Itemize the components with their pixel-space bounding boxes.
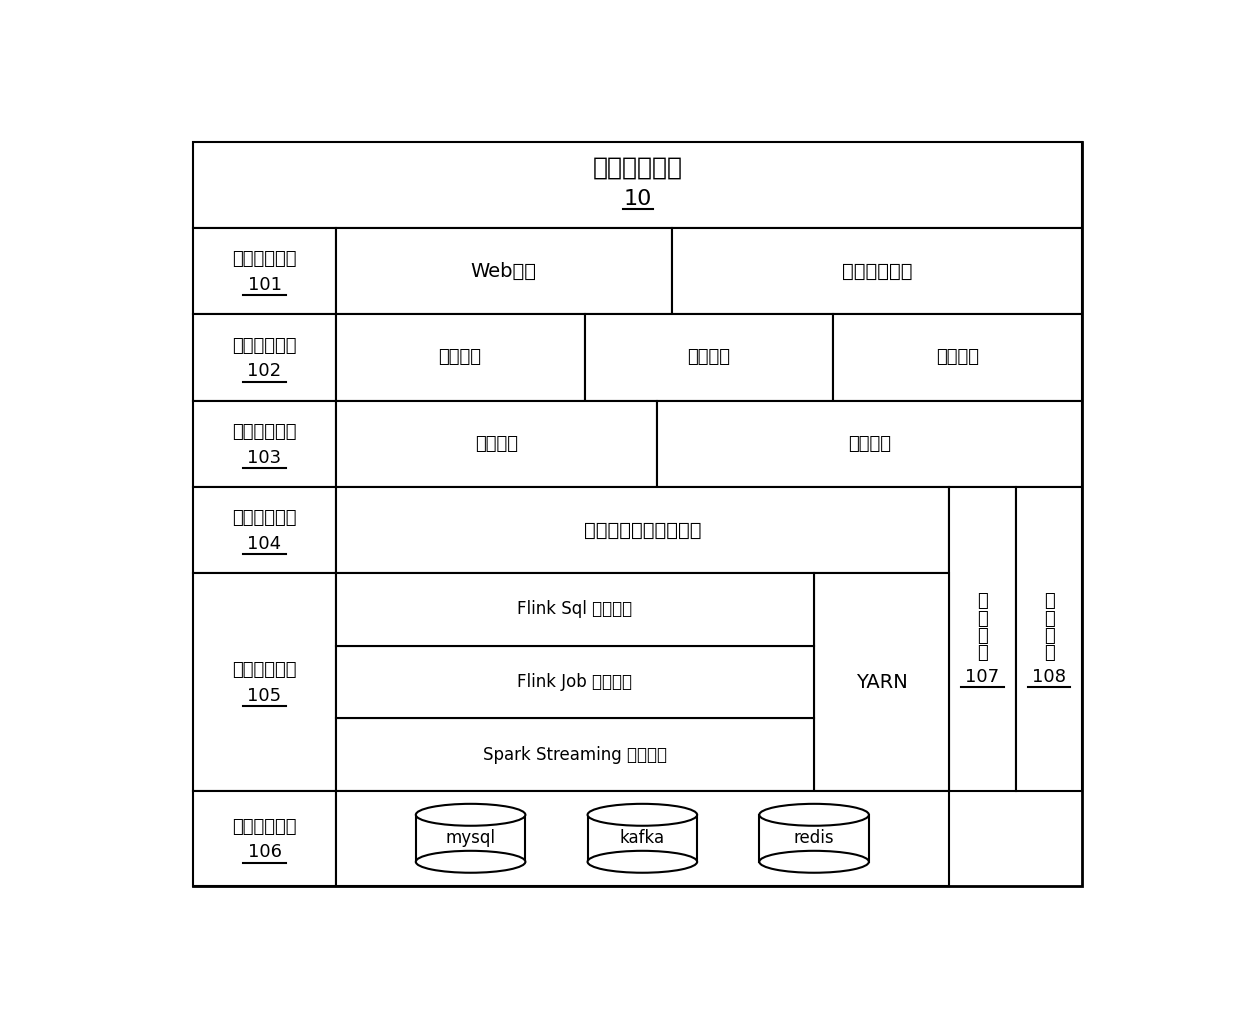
- FancyBboxPatch shape: [415, 815, 526, 861]
- Text: 107: 107: [965, 668, 999, 686]
- Text: 预: 预: [1044, 592, 1054, 610]
- Text: kafka: kafka: [620, 829, 665, 847]
- FancyBboxPatch shape: [336, 574, 815, 646]
- Text: 应用打包、上传及发布: 应用打包、上传及发布: [584, 521, 701, 540]
- Text: 用户管理: 用户管理: [848, 434, 892, 453]
- FancyBboxPatch shape: [833, 314, 1083, 401]
- Text: 块: 块: [1044, 644, 1054, 662]
- Text: 104: 104: [248, 535, 281, 553]
- FancyBboxPatch shape: [336, 401, 657, 487]
- Text: 控: 控: [977, 609, 988, 627]
- Text: redis: redis: [794, 829, 835, 847]
- FancyBboxPatch shape: [336, 718, 815, 791]
- Text: 项目管理: 项目管理: [687, 349, 730, 366]
- Text: 应用发布模块: 应用发布模块: [232, 510, 296, 527]
- FancyBboxPatch shape: [193, 314, 336, 401]
- Text: mysql: mysql: [445, 829, 496, 847]
- Ellipse shape: [759, 851, 869, 873]
- FancyBboxPatch shape: [193, 141, 1083, 886]
- Text: 102: 102: [248, 362, 281, 380]
- Text: YARN: YARN: [856, 672, 908, 692]
- Ellipse shape: [588, 803, 697, 826]
- FancyBboxPatch shape: [759, 815, 869, 861]
- Text: 105: 105: [248, 687, 281, 705]
- FancyBboxPatch shape: [672, 228, 1083, 314]
- Text: Spark Streaming 实时计算: Spark Streaming 实时计算: [482, 745, 667, 764]
- Text: 警: 警: [1044, 609, 1054, 627]
- Text: 任务处理系统: 任务处理系统: [593, 156, 683, 180]
- Text: 103: 103: [248, 448, 281, 467]
- Ellipse shape: [588, 851, 697, 873]
- Text: 数据接入模块: 数据接入模块: [232, 818, 296, 836]
- FancyBboxPatch shape: [815, 574, 949, 791]
- Text: 模: 模: [1044, 626, 1054, 645]
- Text: 106: 106: [248, 843, 281, 861]
- Text: 权限管理: 权限管理: [475, 434, 518, 453]
- Ellipse shape: [415, 803, 526, 826]
- FancyBboxPatch shape: [193, 141, 1083, 228]
- FancyBboxPatch shape: [193, 228, 336, 314]
- Text: 108: 108: [1032, 668, 1066, 686]
- FancyBboxPatch shape: [336, 228, 672, 314]
- FancyBboxPatch shape: [193, 487, 336, 574]
- FancyBboxPatch shape: [657, 401, 1083, 487]
- Text: Flink Sql 实时计算: Flink Sql 实时计算: [517, 600, 632, 618]
- FancyBboxPatch shape: [193, 574, 336, 791]
- Text: 监: 监: [977, 592, 988, 610]
- FancyBboxPatch shape: [1016, 487, 1083, 791]
- Text: 101: 101: [248, 277, 281, 294]
- Text: Flink Job 实时计算: Flink Job 实时计算: [517, 673, 632, 692]
- Text: 任务执行模块: 任务执行模块: [232, 661, 296, 679]
- Text: Web界面: Web界面: [471, 261, 537, 281]
- Text: 权限管理模块: 权限管理模块: [232, 423, 296, 441]
- FancyBboxPatch shape: [336, 487, 949, 574]
- FancyBboxPatch shape: [193, 401, 336, 487]
- Text: 任务提交模块: 任务提交模块: [232, 250, 296, 268]
- Text: 资源管理: 资源管理: [439, 349, 481, 366]
- FancyBboxPatch shape: [336, 646, 815, 718]
- Ellipse shape: [759, 803, 869, 826]
- FancyBboxPatch shape: [949, 487, 1016, 791]
- Ellipse shape: [415, 851, 526, 873]
- FancyBboxPatch shape: [193, 791, 336, 886]
- Text: 模: 模: [977, 626, 988, 645]
- Text: 配置管理模块: 配置管理模块: [232, 337, 296, 355]
- Text: 对外服务接口: 对外服务接口: [842, 261, 913, 281]
- Text: 块: 块: [977, 644, 988, 662]
- FancyBboxPatch shape: [336, 791, 949, 886]
- Text: 模板管理: 模板管理: [936, 349, 980, 366]
- Text: 10: 10: [624, 189, 652, 208]
- FancyBboxPatch shape: [336, 314, 584, 401]
- FancyBboxPatch shape: [588, 815, 697, 861]
- FancyBboxPatch shape: [584, 314, 833, 401]
